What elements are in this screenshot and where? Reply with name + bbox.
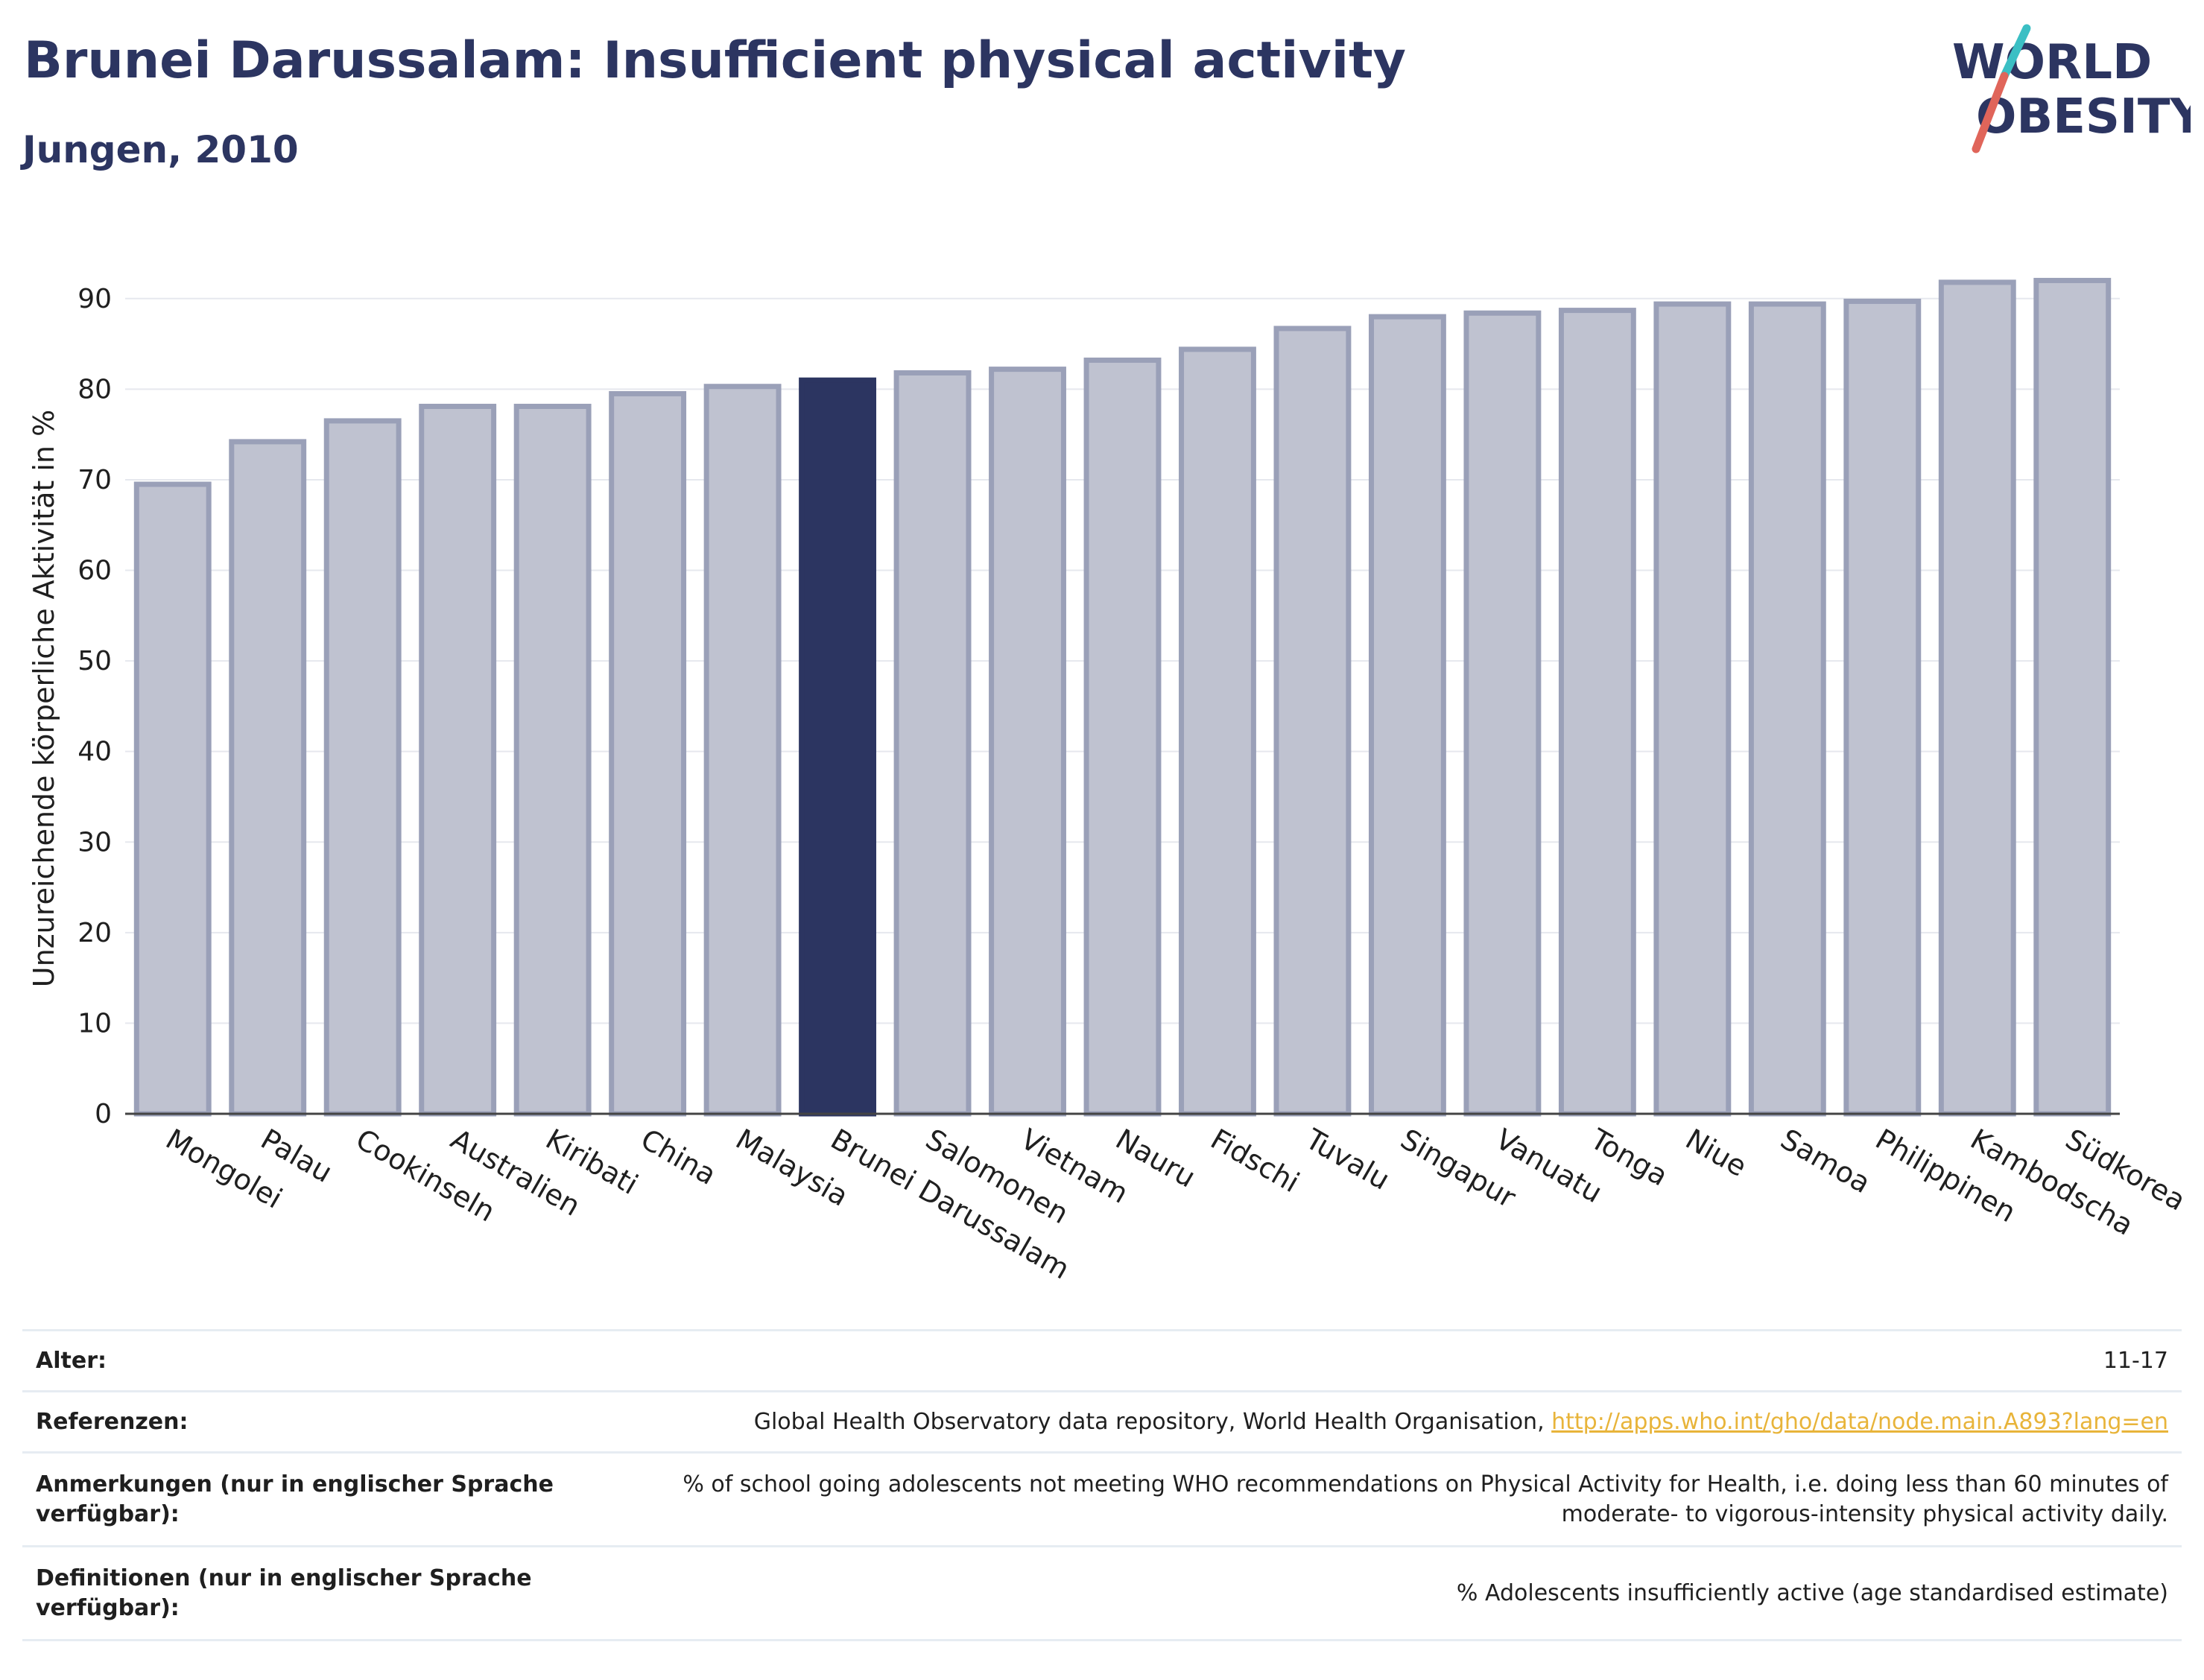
bar <box>1463 310 1542 1117</box>
bar <box>323 418 402 1117</box>
bar <box>799 377 877 1117</box>
info-value-notes: % of school going adolescents not meetin… <box>571 1451 2182 1547</box>
bar <box>893 370 972 1117</box>
info-value-references: Global Health Observatory data repositor… <box>571 1390 2182 1453</box>
x-tick-label: Fidschi <box>1205 1123 1305 1199</box>
bar <box>513 403 592 1117</box>
world-obesity-logo: WORLD OBESITY <box>1952 24 2191 153</box>
page-title: Brunei Darussalam: Insufficient physical… <box>24 31 1406 90</box>
y-tick-label: 40 <box>77 737 112 767</box>
info-row-references: Referenzen: Global Health Observatory da… <box>22 1390 2182 1453</box>
bar <box>229 439 307 1117</box>
bar <box>609 390 687 1117</box>
references-link[interactable]: http://apps.who.int/gho/data/node.main.A… <box>1551 1408 2168 1435</box>
bar <box>1179 346 1256 1117</box>
references-text: Global Health Observatory data repositor… <box>753 1408 1552 1435</box>
info-row-definitions: Definitionen (nur in englischer Sprache … <box>22 1545 2182 1641</box>
bar <box>1083 357 1162 1117</box>
bar <box>1273 326 1352 1117</box>
y-axis-label: Unzureichende körperliche Aktivität in % <box>28 410 60 987</box>
logo-line2: OBESITY <box>1976 89 2191 145</box>
x-tick-label: Samoa <box>1775 1123 1875 1200</box>
y-tick-label: 30 <box>77 827 112 858</box>
x-tick-label: China <box>636 1123 722 1191</box>
bar <box>1653 301 1732 1117</box>
info-value-age: 11-17 <box>571 1329 2182 1392</box>
x-tick-label: Niue <box>1680 1123 1752 1183</box>
bar-chart: 0 10 20 30 40 50 60 70 80 90 Unzureichende körperl… <box>28 277 2191 1286</box>
bar <box>133 481 212 1117</box>
logo-slash-teal <box>2000 24 2031 80</box>
info-key-age: Alter: <box>22 1329 571 1392</box>
info-value-definitions: % Adolescents insufficiently active (age… <box>571 1545 2182 1641</box>
bar <box>2033 277 2112 1117</box>
bar <box>1938 279 2016 1117</box>
logo-slash-coral <box>1972 72 2009 153</box>
y-tick-label: 10 <box>77 1008 112 1039</box>
info-key-definitions: Definitionen (nur in englischer Sprache … <box>22 1545 571 1641</box>
y-tick-label: 50 <box>77 646 112 676</box>
y-tick-label: 80 <box>77 374 112 405</box>
bar <box>1368 314 1446 1117</box>
y-tick-label: 20 <box>77 918 112 948</box>
y-tick-label: 90 <box>77 284 112 314</box>
bar <box>703 384 782 1117</box>
logo-line1: WORLD <box>1952 35 2152 90</box>
x-tick-label: Tuvalu <box>1299 1122 1395 1196</box>
y-tick-label: 0 <box>95 1099 112 1129</box>
bar <box>419 403 497 1117</box>
y-tick-label: 60 <box>77 556 112 586</box>
info-table: Alter: 11-17 Referenzen: Global Health O… <box>22 1329 2182 1641</box>
bar <box>989 367 1066 1117</box>
bar <box>1748 301 1826 1117</box>
page-subtitle: Jungen, 2010 <box>22 128 299 171</box>
y-tick-label: 70 <box>77 465 112 495</box>
bar <box>1843 298 1922 1117</box>
info-row-age: Alter: 11-17 <box>22 1329 2182 1392</box>
bar <box>1558 308 1636 1117</box>
info-key-notes: Anmerkungen (nur in englischer Sprache v… <box>22 1451 571 1547</box>
info-row-notes: Anmerkungen (nur in englischer Sprache v… <box>22 1451 2182 1547</box>
info-key-references: Referenzen: <box>22 1390 571 1453</box>
